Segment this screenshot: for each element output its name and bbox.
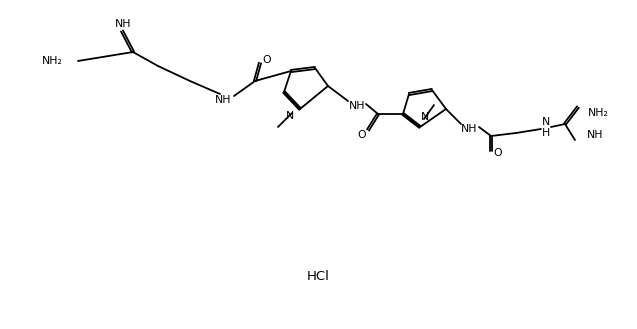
Text: HCl: HCl bbox=[306, 270, 329, 284]
Text: NH: NH bbox=[461, 124, 477, 134]
Text: N: N bbox=[542, 117, 550, 127]
Text: NH: NH bbox=[348, 101, 365, 111]
Text: NH: NH bbox=[215, 95, 231, 105]
Text: N: N bbox=[286, 111, 294, 121]
Text: O: O bbox=[494, 148, 503, 158]
Text: NH₂: NH₂ bbox=[42, 56, 63, 66]
Text: H: H bbox=[542, 128, 550, 138]
Text: O: O bbox=[358, 130, 366, 140]
Text: NH: NH bbox=[587, 130, 603, 140]
Text: NH₂: NH₂ bbox=[588, 108, 609, 118]
Text: O: O bbox=[262, 55, 271, 65]
Text: N: N bbox=[421, 112, 429, 122]
Text: NH: NH bbox=[115, 19, 131, 29]
